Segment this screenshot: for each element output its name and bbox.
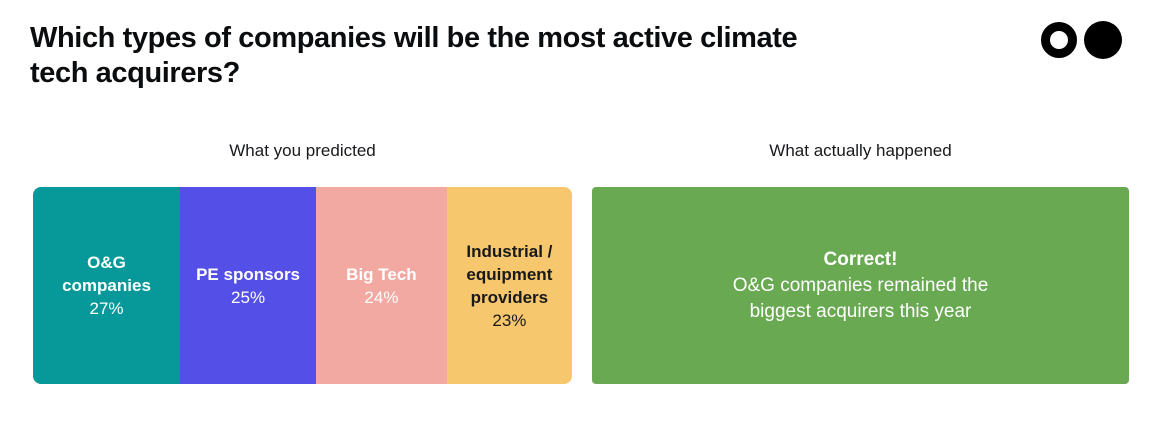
segment-label: PE sponsors [196, 264, 301, 284]
predicted-label: What you predicted [229, 141, 376, 160]
prediction-stacked-bar: O&G companies 27% PE sponsors 25% Big Te… [33, 187, 572, 384]
bar-segment-industrial-equipment: Industrial / equipment providers 23% [446, 187, 572, 384]
logo [1041, 21, 1122, 59]
actual-label: What actually happened [769, 141, 952, 160]
segment-percent: 24% [364, 287, 399, 307]
result-box: Correct! O&G companies remained the bigg… [592, 187, 1129, 384]
segment-label: O&G companies [62, 253, 151, 295]
segment-label: Industrial / equipment providers [466, 241, 553, 307]
page-title: Which types of companies will be the mos… [30, 22, 798, 89]
filled-circle-icon [1084, 21, 1122, 59]
segment-label: Big Tech [346, 264, 417, 284]
segment-percent: 23% [492, 310, 527, 330]
result-text: O&G companies remained the biggest acqui… [732, 274, 989, 322]
segment-percent: 27% [89, 299, 124, 318]
bar-segment-og-companies: O&G companies 27% [33, 187, 180, 384]
content-columns: What you predicted O&G companies 27% PE … [33, 140, 1129, 384]
actual-column: What actually happened Correct! O&G comp… [592, 140, 1129, 384]
bar-segment-big-tech: Big Tech 24% [316, 187, 447, 384]
result-title: Correct! [823, 248, 898, 270]
segment-percent: 25% [231, 287, 266, 307]
ring-circle-icon [1041, 22, 1077, 58]
bar-segment-pe-sponsors: PE sponsors 25% [180, 187, 317, 384]
predicted-column: What you predicted O&G companies 27% PE … [33, 140, 572, 384]
